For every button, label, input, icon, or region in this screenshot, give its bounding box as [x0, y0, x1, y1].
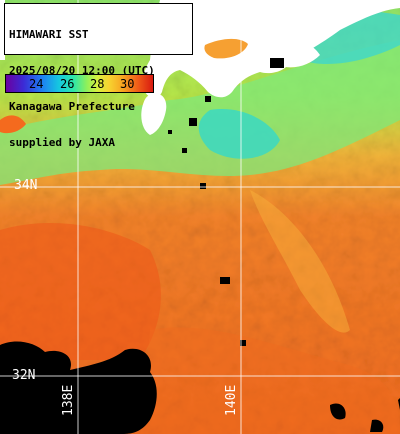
- colorbar-tick-30: 30: [120, 77, 135, 91]
- warm-streak: [250, 190, 350, 333]
- temperature-colorbar: 24 26 28 30: [5, 74, 154, 93]
- no-data-islet: [240, 340, 246, 346]
- no-data-islet: [270, 58, 284, 68]
- hot-water-west: [0, 222, 161, 360]
- map-title-box: HIMAWARI SST 2025/08/20 12:00 (UTC) Kana…: [4, 3, 193, 149]
- no-data-speck: [330, 403, 346, 420]
- no-data-islet: [205, 96, 211, 102]
- title-line-credit: supplied by JAXA: [9, 136, 115, 149]
- grid-label-lon-138: 138E: [61, 384, 76, 416]
- hot-coastal-patch: [204, 38, 248, 59]
- title-line-timestamp: 2025/08/20 12:00 (UTC): [9, 64, 155, 77]
- cold-water-patch: [198, 109, 280, 159]
- cool-water-band: [0, 40, 400, 185]
- no-data-islet: [189, 118, 197, 126]
- grid-label-lon-140: 140E: [224, 384, 239, 416]
- no-data-speck: [370, 419, 384, 432]
- grid-label-lat-34: 34N: [14, 178, 38, 193]
- grid-label-lat-32: 32N: [12, 368, 36, 383]
- land-izu-peninsula: [141, 93, 167, 135]
- no-data-islet: [220, 277, 230, 284]
- title-line-product: HIMAWARI SST: [9, 28, 89, 41]
- no-data-cloud-hole: [35, 398, 75, 430]
- no-data-islet: [168, 130, 172, 134]
- hot-bay-patch: [0, 115, 26, 134]
- no-data-islet: [182, 148, 187, 153]
- colorbar-tick-26: 26: [60, 77, 75, 91]
- land-top-left: [0, 0, 5, 60]
- title-line-region: Kanagawa Prefecture: [9, 100, 135, 113]
- no-data-islet: [200, 183, 206, 189]
- colorbar-tick-28: 28: [90, 77, 105, 91]
- colorbar-tick-24: 24: [29, 77, 44, 91]
